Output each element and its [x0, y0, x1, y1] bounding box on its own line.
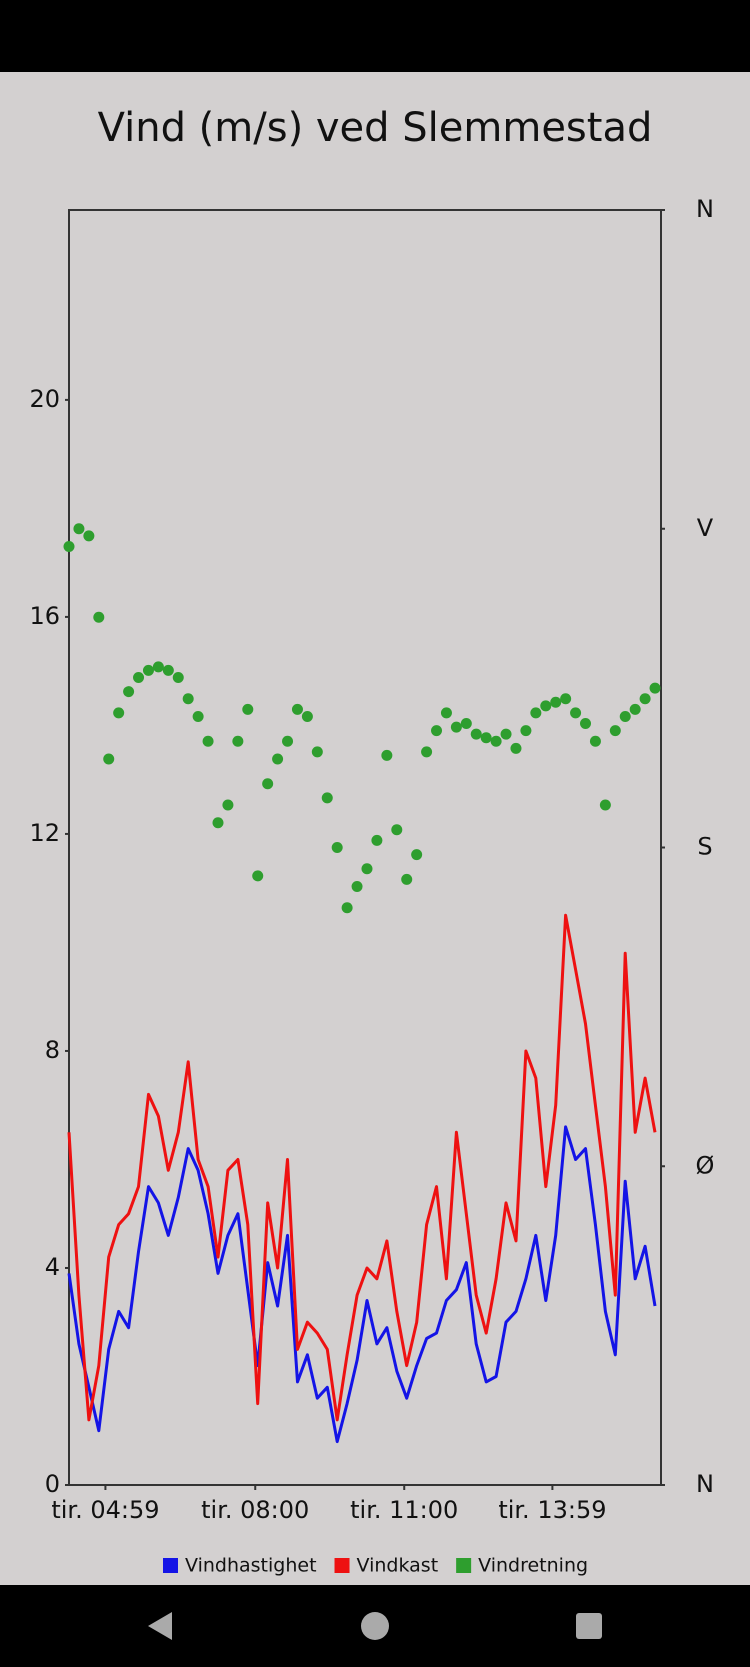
direction-point [391, 824, 403, 836]
direction-point [500, 728, 512, 740]
recents-button[interactable] [576, 1613, 602, 1639]
series-line [67, 913, 657, 1422]
direction-point [123, 686, 135, 698]
direction-point [639, 693, 651, 705]
direction-point [162, 664, 174, 676]
direction-point [560, 693, 572, 705]
home-button[interactable] [361, 1612, 389, 1640]
back-button[interactable] [148, 1612, 172, 1640]
direction-point [381, 749, 393, 761]
direction-point [133, 672, 145, 683]
direction-point [589, 735, 601, 747]
direction-point [172, 672, 184, 683]
direction-point [222, 799, 234, 811]
direction-point [530, 707, 542, 719]
direction-point [73, 523, 85, 535]
plot-frame [68, 209, 662, 1486]
direction-point [331, 842, 343, 853]
direction-point [480, 732, 492, 744]
direction-point [301, 710, 313, 722]
direction-point [83, 530, 95, 542]
direction-point [421, 746, 433, 758]
direction-point [311, 746, 323, 758]
direction-point [291, 703, 303, 715]
direction-point [93, 611, 105, 623]
y-tick-label: 20 [29, 385, 60, 413]
direction-point [113, 707, 125, 719]
direction-point [520, 725, 532, 737]
direction-point [629, 703, 641, 715]
direction-point [411, 849, 423, 861]
direction-point [440, 707, 452, 719]
y2-tick-label: V [697, 514, 714, 542]
y2-tick-label: Ø [696, 1151, 715, 1179]
direction-point [361, 863, 373, 875]
direction-point [321, 792, 333, 804]
x-tick-label: tir. 08:00 [201, 1496, 309, 1524]
direction-point [649, 682, 661, 694]
direction-point [580, 718, 592, 730]
direction-point [142, 664, 154, 676]
legend-label: Vindkast [357, 1555, 439, 1577]
y-tick-label: 12 [29, 819, 60, 847]
direction-point [431, 725, 443, 737]
status-bar [0, 0, 750, 72]
direction-point [460, 718, 472, 730]
direction-point [182, 693, 194, 705]
direction-point [212, 817, 224, 829]
direction-point [490, 735, 502, 747]
x-tick-label: tir. 13:59 [498, 1496, 606, 1524]
direction-point [152, 661, 164, 673]
direction-point [609, 725, 621, 737]
direction-point [232, 735, 244, 747]
direction-point [510, 742, 522, 754]
direction-point [401, 873, 413, 885]
chart-title: Vind (m/s) ved Slemmestad [98, 105, 653, 151]
direction-point [540, 700, 552, 712]
legend-label: Vindretning [478, 1555, 588, 1577]
direction-point [192, 710, 204, 722]
direction-point [242, 703, 254, 715]
direction-point [371, 834, 383, 846]
legend-label: Vindhastighet [185, 1555, 317, 1577]
direction-point [470, 728, 482, 740]
direction-point [599, 799, 611, 811]
y2-tick-label: N [696, 195, 714, 223]
direction-point [262, 778, 274, 790]
y2-tick-label: N [696, 1470, 714, 1498]
direction-point [570, 707, 582, 719]
direction-point [450, 721, 462, 733]
direction-point [550, 696, 562, 708]
direction-point [63, 540, 75, 552]
series-line [67, 1125, 657, 1444]
direction-point [341, 902, 353, 914]
y-tick-label: 4 [45, 1253, 60, 1281]
direction-point [272, 753, 284, 765]
legend-swatch [334, 1558, 350, 1573]
direction-point [103, 753, 115, 765]
legend-swatch [163, 1558, 178, 1573]
direction-point [252, 870, 264, 882]
x-tick-label: tir. 04:59 [51, 1496, 159, 1524]
y-tick-label: 8 [45, 1036, 60, 1064]
y2-tick-label: S [697, 833, 712, 861]
direction-point [202, 735, 214, 747]
y-tick-label: 0 [45, 1470, 60, 1498]
direction-point [282, 735, 294, 747]
x-tick-label: tir. 11:00 [350, 1496, 458, 1524]
direction-point [351, 880, 363, 892]
y-tick-label: 16 [29, 602, 60, 630]
direction-point [619, 710, 631, 722]
legend-swatch [456, 1558, 472, 1573]
